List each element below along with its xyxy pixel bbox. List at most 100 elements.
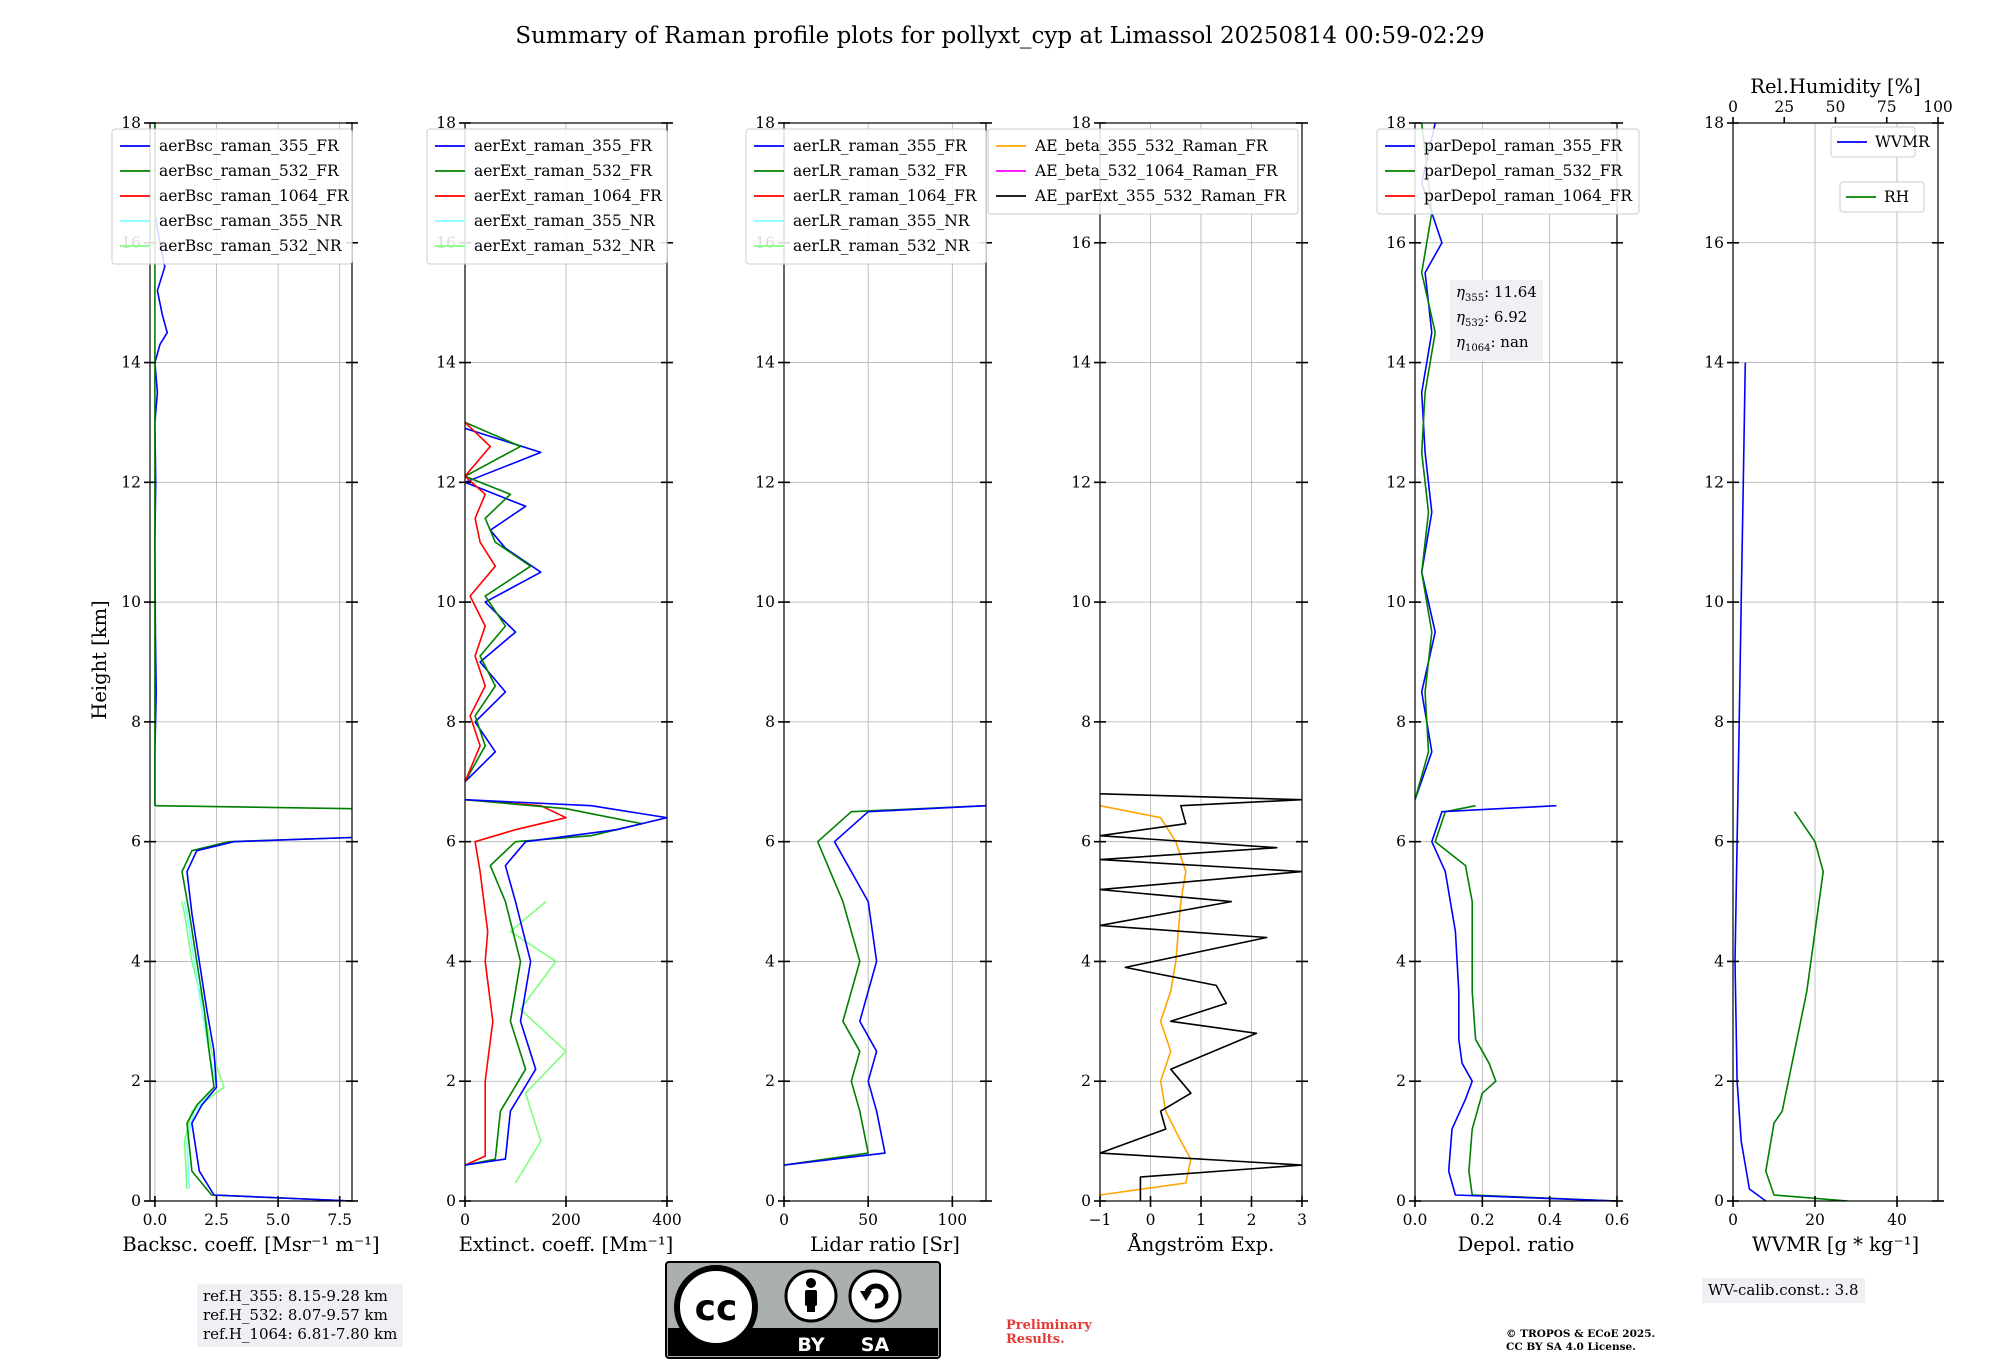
cc-by-sa-license-badge: cc BY SA [665, 1261, 941, 1359]
y-tick-label: 0 [1081, 1192, 1091, 1210]
legend-entry: parDepol_raman_355_FR [1424, 137, 1624, 155]
y-tick-label: 4 [446, 952, 456, 970]
figure-title: Summary of Raman profile plots for polly… [515, 23, 1484, 49]
x-tick-label: 400 [652, 1211, 682, 1229]
series-line-green [465, 798, 643, 1166]
y-tick-label: 12 [121, 473, 141, 491]
x-tick-label: 3 [1297, 1211, 1307, 1229]
reference-height-box: ref.H_355: 8.15-9.28 km ref.H_532: 8.07-… [197, 1284, 404, 1347]
eta-532: η532: 6.92 [1456, 308, 1528, 329]
y-tick-label: 2 [446, 1072, 456, 1090]
y-tick-label: 8 [1081, 713, 1091, 731]
legend-entry: WVMR [1875, 133, 1931, 151]
y-tick-label: 10 [755, 593, 775, 611]
y-tick-label: 18 [121, 114, 141, 132]
y-tick-label: 0 [1714, 1192, 1724, 1210]
y-tick-label: 18 [755, 114, 775, 132]
axes-frame [783, 122, 987, 1202]
x-tick-label: 1 [1196, 1211, 1206, 1229]
x-axis-label: Ångström Exp. [1127, 1231, 1275, 1256]
x-tick-label: 100 [938, 1211, 968, 1229]
y-tick-label: 14 [121, 354, 141, 372]
legend-entry: aerBsc_raman_532_FR [159, 162, 340, 180]
sa-label: SA [861, 1334, 890, 1356]
x-tick-label: 0.0 [143, 1211, 168, 1229]
y-tick-label: 10 [121, 593, 141, 611]
top-x-tick-label: 50 [1826, 98, 1846, 116]
x-axis-label: Extinct. coeff. [Mm⁻¹] [459, 1233, 674, 1256]
legend-entry: aerLR_raman_532_NR [793, 237, 971, 255]
series-line-blue [1734, 362, 1767, 1201]
top-x-tick-label: 100 [1923, 98, 1953, 116]
y-tick-label: 8 [131, 713, 141, 731]
panel-3: 024681012141618050100Lidar ratio [Sr]aer… [745, 114, 992, 1256]
legend-entry: aerExt_raman_532_FR [474, 162, 653, 180]
y-tick-label: 12 [1386, 473, 1406, 491]
legend-entry: aerBsc_raman_355_FR [159, 137, 340, 155]
legend-entry: parDepol_raman_1064_FR [1424, 187, 1633, 205]
y-tick-label: 6 [1714, 833, 1724, 851]
ref-h-355: ref.H_355: 8.15-9.28 km [203, 1287, 388, 1305]
legend-box [1830, 126, 1916, 158]
x-axis-label: WVMR [g * kg⁻¹] [1752, 1233, 1919, 1256]
x-tick-label: 7.5 [327, 1211, 352, 1229]
x-tick-label: 0.4 [1537, 1211, 1562, 1229]
y-tick-label: 4 [1714, 952, 1724, 970]
by-label: BY [797, 1334, 824, 1356]
x-tick-label: −1 [1089, 1211, 1112, 1229]
series-line-green [154, 804, 352, 810]
legend-entry: RH [1884, 188, 1909, 206]
y-tick-label: 0 [765, 1192, 775, 1210]
legend-box [111, 128, 353, 265]
x-tick-label: 0 [1728, 1211, 1738, 1229]
eta-box: η355: 11.64 η532: 6.92 η1064: nan [1450, 280, 1543, 361]
y-tick-label: 10 [1071, 593, 1091, 611]
top-x-tick-label: 0 [1728, 98, 1738, 116]
y-tick-label: 10 [1386, 593, 1406, 611]
share-alike-icon [848, 1269, 902, 1323]
series-line-green [465, 421, 532, 783]
wv-calibration-box: WV-calib.const.: 3.8 [1702, 1278, 1865, 1303]
legend-entry: aerLR_raman_355_FR [793, 137, 968, 155]
y-tick-label: 14 [755, 354, 775, 372]
y-tick-label: 18 [1071, 114, 1091, 132]
legend-entry: aerExt_raman_1064_FR [474, 187, 663, 205]
x-axis-label: Lidar ratio [Sr] [810, 1233, 960, 1256]
y-tick-label: 16 [1704, 234, 1724, 252]
y-tick-label: 8 [765, 713, 775, 731]
top-axis-label: Rel.Humidity [%] [1750, 75, 1920, 98]
y-tick-label: 6 [131, 833, 141, 851]
x-tick-label: 50 [858, 1211, 878, 1229]
y-tick-label: 18 [1704, 114, 1724, 132]
series-line-lightgreen [181, 901, 225, 1190]
x-tick-label: 200 [551, 1211, 581, 1229]
legend-entry: aerLR_raman_1064_FR [793, 187, 978, 205]
legend-box [1376, 128, 1640, 215]
series-line-green [1434, 804, 1617, 1201]
x-tick-label: 0.2 [1470, 1211, 1495, 1229]
x-tick-label: 0 [1146, 1211, 1156, 1229]
series-line-blue [1415, 123, 1443, 800]
legend-entry: AE_beta_355_532_Raman_FR [1034, 137, 1269, 155]
x-tick-label: 40 [1887, 1211, 1907, 1229]
y-tick-label: 6 [765, 833, 775, 851]
y-tick-label: 14 [436, 354, 456, 372]
copyright-note: © TROPOS & ECoE 2025. CC BY SA 4.0 Licen… [1506, 1328, 1656, 1353]
eta-355: η355: 11.64 [1456, 283, 1537, 304]
y-tick-label: 12 [755, 473, 775, 491]
y-tick-label: 12 [436, 473, 456, 491]
y-tick-label: 2 [131, 1072, 141, 1090]
series-line-red [465, 798, 567, 1166]
eta-1064: η1064: nan [1456, 333, 1529, 354]
y-tick-label: 8 [446, 713, 456, 731]
series-line-black [1100, 793, 1302, 1201]
x-axis-label: Backsc. coeff. [Msr⁻¹ m⁻¹] [122, 1233, 379, 1256]
y-tick-label: 2 [1396, 1072, 1406, 1090]
y-tick-label: 12 [1704, 473, 1724, 491]
y-tick-label: 8 [1396, 713, 1406, 731]
legend-entry: aerLR_raman_355_NR [793, 212, 971, 230]
y-tick-label: 8 [1714, 713, 1724, 731]
